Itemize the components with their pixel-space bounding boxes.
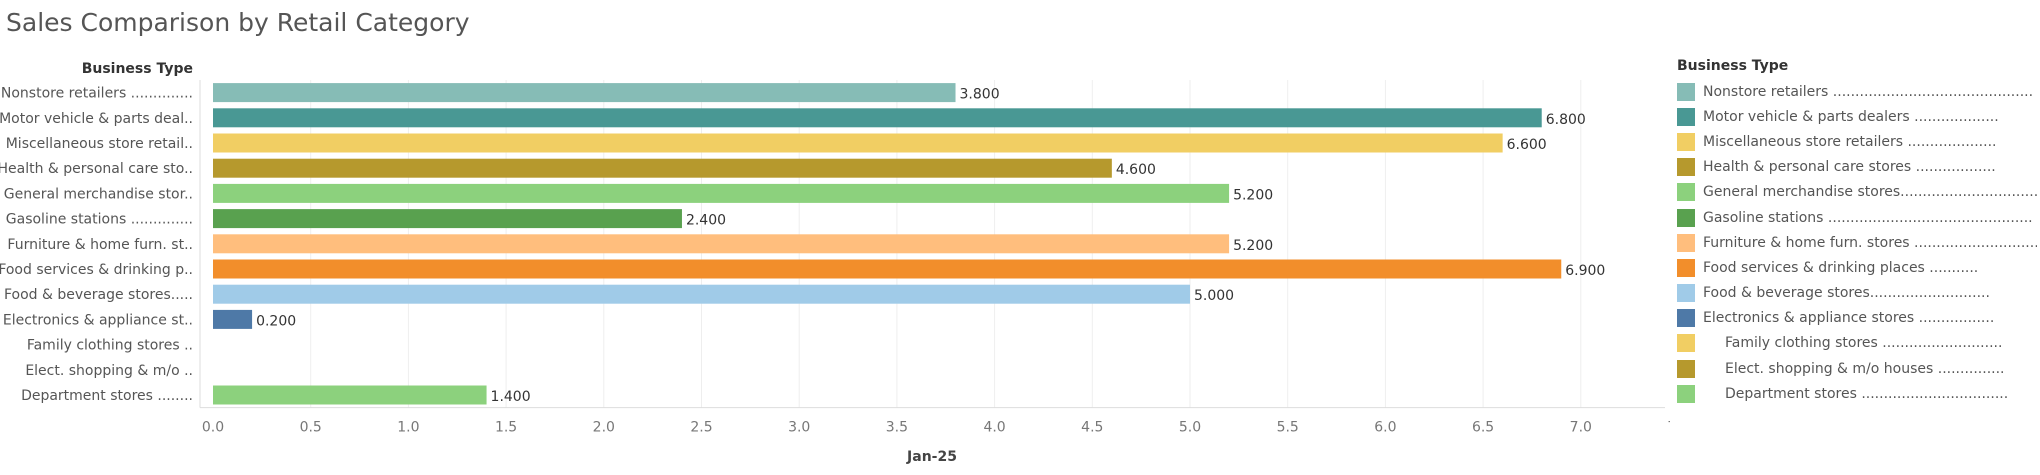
- x-tick-label: 3.5: [886, 420, 908, 436]
- value-label: 4.600: [1116, 162, 1156, 178]
- x-tick-label: 2.5: [690, 420, 712, 436]
- legend-title: Business Type: [1677, 58, 1789, 74]
- category-label: Food & beverage stores.....: [4, 287, 193, 303]
- value-label: 2.400: [686, 213, 726, 229]
- legend-swatch: [1677, 309, 1695, 328]
- legend-item: Motor vehicle & parts dealers ..........…: [1677, 104, 2037, 129]
- category-label: General merchandise stor..: [4, 186, 193, 202]
- x-tick-label: 2.0: [593, 420, 615, 436]
- row-header: Business Type: [82, 61, 193, 77]
- x-axis-label: Jan-25: [906, 449, 957, 465]
- value-label: 5.000: [1194, 288, 1234, 304]
- legend-item: Gasoline stations ......................…: [1677, 205, 2037, 230]
- legend-item: Nonstore retailers .....................…: [1677, 79, 2037, 104]
- legend-swatch: [1677, 158, 1695, 177]
- category-label: Family clothing stores ..: [27, 338, 193, 354]
- value-label: 1.400: [491, 389, 531, 405]
- legend-swatch: [1677, 359, 1695, 378]
- category-label: Department stores ........: [21, 388, 193, 404]
- category-label: Miscellaneous store retail..: [6, 136, 193, 152]
- legend-label: Department stores ......................…: [1725, 385, 2009, 402]
- bar: [213, 83, 956, 103]
- bar: [213, 183, 1230, 203]
- x-tick-label: 7.5: [1667, 420, 1670, 436]
- legend-swatch: [1677, 384, 1695, 403]
- category-label: Nonstore retailers ..............: [1, 86, 193, 102]
- legend-swatch: [1677, 183, 1695, 202]
- bar: [213, 108, 1542, 128]
- bar: [213, 385, 487, 405]
- x-tick-label: 1.0: [397, 420, 419, 436]
- category-label: Furniture & home furn. st..: [7, 237, 193, 253]
- legend-swatch: [1677, 208, 1695, 227]
- legend-item: Family clothing stores .................…: [1677, 331, 2037, 356]
- legend-item: Department stores ......................…: [1677, 381, 2037, 406]
- category-label: Gasoline stations ..............: [6, 212, 193, 228]
- category-label: Food services & drinking p..: [0, 262, 193, 278]
- legend-label: Food services & drinking places ........…: [1703, 259, 1979, 276]
- category-label: Elect. shopping & m/o ..: [25, 363, 193, 379]
- legend-item: Health & personal care stores ..........…: [1677, 155, 2037, 180]
- legend-label: Furniture & home furn. stores ..........…: [1703, 234, 2037, 251]
- legend-swatch: [1677, 258, 1695, 277]
- category-label: Motor vehicle & parts deal..: [0, 111, 193, 127]
- legend-label: Gasoline stations ......................…: [1703, 209, 2033, 226]
- value-label: 5.200: [1233, 187, 1273, 203]
- bar: [213, 158, 1112, 178]
- legend-label: Electronics & appliance stores .........…: [1703, 310, 1995, 327]
- chart-title: Sales Comparison by Retail Category: [6, 8, 470, 37]
- legend-swatch: [1677, 233, 1695, 252]
- x-tick-label: 5.0: [1179, 420, 1201, 436]
- value-label: 0.200: [256, 313, 296, 329]
- legend-label: Miscellaneous store retailers ..........…: [1703, 133, 1997, 150]
- legend-label: Food & beverage stores..................…: [1703, 285, 1990, 302]
- legend-swatch: [1677, 82, 1695, 101]
- bar: [213, 133, 1503, 153]
- legend-label: Nonstore retailers .....................…: [1703, 83, 2034, 100]
- value-label: 5.200: [1233, 238, 1273, 254]
- legend-swatch: [1677, 284, 1695, 303]
- legend-swatch: [1677, 107, 1695, 126]
- legend-swatch: [1677, 132, 1695, 151]
- value-label: 6.600: [1507, 137, 1547, 153]
- bar: [213, 284, 1190, 304]
- x-tick-label: 4.0: [983, 420, 1005, 436]
- x-tick-label: 6.5: [1472, 420, 1494, 436]
- legend-label: Family clothing stores .................…: [1725, 335, 2003, 352]
- legend-item: Electronics & appliance stores .........…: [1677, 306, 2037, 331]
- legend-item: Elect. shopping & m/o houses ...........…: [1677, 356, 2037, 381]
- legend-item: Food & beverage stores..................…: [1677, 281, 2037, 306]
- legend-label: General merchandise stores..............…: [1703, 184, 2037, 201]
- x-tick-label: 5.5: [1277, 420, 1299, 436]
- legend-label: Elect. shopping & m/o houses ...........…: [1725, 360, 2005, 377]
- x-tick-label: 3.0: [788, 420, 810, 436]
- x-tick-label: 0.5: [300, 420, 322, 436]
- legend-label: Motor vehicle & parts dealers ..........…: [1703, 108, 1999, 125]
- category-label: Health & personal care sto..: [0, 161, 193, 177]
- legend-swatch: [1677, 334, 1695, 353]
- bar: [213, 309, 253, 329]
- category-label: Electronics & appliance st..: [3, 312, 193, 328]
- x-tick-label: 0.0: [202, 420, 224, 436]
- legend-item: General merchandise stores..............…: [1677, 180, 2037, 205]
- bar: [213, 234, 1230, 254]
- x-tick-label: 1.5: [495, 420, 517, 436]
- legend-item: Food services & drinking places ........…: [1677, 255, 2037, 280]
- legend-label: Health & personal care stores ..........…: [1703, 159, 1996, 176]
- x-tick-label: 7.0: [1570, 420, 1592, 436]
- legend-item: Furniture & home furn. stores ..........…: [1677, 230, 2037, 255]
- x-tick-label: 6.0: [1374, 420, 1396, 436]
- legend-item: Miscellaneous store retailers ..........…: [1677, 129, 2037, 154]
- value-label: 6.900: [1565, 263, 1605, 279]
- legend: Business Type Nonstore retailers .......…: [1677, 58, 2037, 406]
- bar: [213, 209, 682, 229]
- bar-chart: Business Type 0.0 0.5 1.0 1.5 2.0 2.5 3.0 3.5 4.0…: [0, 61, 1670, 465]
- value-label: 6.800: [1546, 112, 1586, 128]
- value-label: 3.800: [960, 87, 1000, 103]
- x-tick-label: 4.5: [1081, 420, 1103, 436]
- bar: [213, 259, 1562, 279]
